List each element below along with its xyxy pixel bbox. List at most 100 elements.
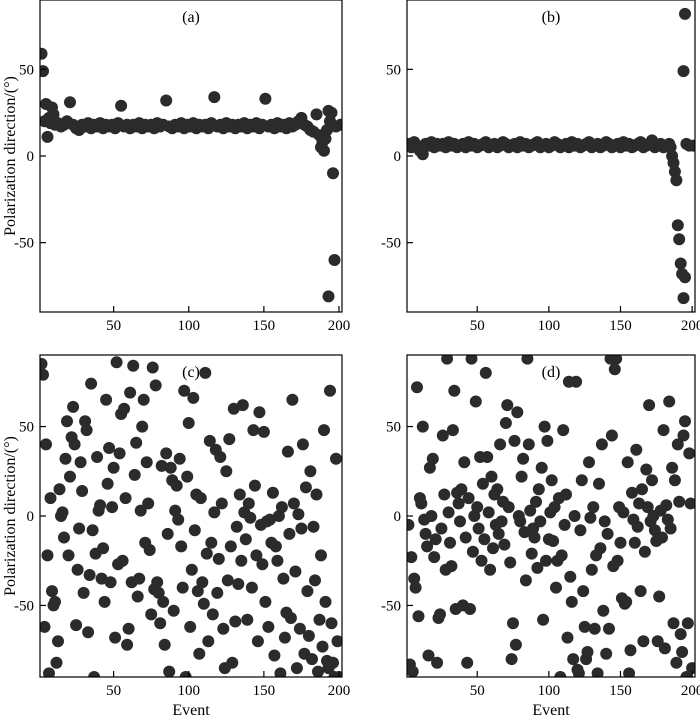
data-point-d-4 [408,572,421,585]
data-point-c-5 [43,667,55,677]
data-point-d-94 [537,613,550,626]
data-point-c-6 [44,492,57,505]
data-point-c-164 [281,445,294,458]
y-axis-label-a: Polarization direction/(°) [2,76,19,236]
data-point-d-5 [409,581,422,594]
data-point-d-63 [492,527,505,540]
panel-label-d: (d) [542,364,561,381]
data-point-c-2 [40,620,51,633]
data-point-c-183 [310,488,323,501]
data-point-c-102 [188,524,201,537]
data-point-c-121 [217,622,230,635]
data-point-d-27 [441,355,454,365]
data-point-d-84 [522,438,535,451]
data-point-d-160 [631,520,644,533]
data-point-c-194 [327,656,339,669]
data-point-b-102 [679,271,691,284]
data-point-d-198 [686,662,695,675]
data-point-d-32 [448,384,461,397]
data-point-d-180 [660,499,673,512]
data-point-d-49 [472,522,485,535]
data-point-c-64 [131,590,144,603]
data-point-c-101 [187,391,200,404]
data-point-d-44 [465,355,478,365]
data-point-a-108 [322,290,335,303]
data-point-c-47 [106,501,119,514]
data-point-c-169 [289,565,302,578]
data-point-a-106 [327,167,339,180]
data-point-d-28 [442,506,455,519]
data-point-d-177 [656,531,668,544]
data-point-c-92 [173,452,186,465]
data-point-c-113 [205,536,218,549]
data-point-c-79 [154,617,167,630]
data-point-c-9 [49,595,61,608]
data-point-c-168 [287,497,300,510]
data-point-b-98 [673,233,686,246]
data-point-c-32 [83,569,96,581]
data-point-d-80 [517,452,530,465]
data-point-d-155 [624,644,637,657]
data-point-c-74 [146,361,159,374]
data-point-d-25 [438,488,451,501]
data-point-c-88 [167,604,180,617]
data-point-d-86 [525,547,538,560]
data-point-c-125 [223,433,236,446]
data-point-c-127 [226,656,239,669]
data-point-c-48 [107,461,120,474]
data-point-d-67 [498,538,511,551]
data-point-c-44 [101,477,114,490]
x-tick-label-c-2: 150 [253,683,276,699]
data-point-d-148 [614,536,627,549]
data-point-d-70 [502,501,515,514]
data-point-c-26 [74,456,87,469]
data-point-d-111 [561,631,574,644]
y-tick-label-d-2: 50 [386,420,401,436]
data-point-c-54 [116,554,129,567]
data-point-a-96 [310,108,323,121]
data-point-d-91 [532,483,545,496]
data-point-c-30 [80,424,93,437]
data-point-d-146 [611,554,624,567]
data-point-d-88 [528,531,541,544]
data-point-d-62 [491,483,504,496]
data-point-c-91 [172,513,185,526]
data-point-c-56 [119,492,132,505]
data-point-d-45 [466,545,479,558]
data-point-c-52 [113,447,126,460]
data-point-c-68 [137,393,150,406]
data-point-d-3 [407,665,419,677]
data-point-d-89 [530,495,542,508]
data-point-d-64 [494,438,507,451]
data-point-c-151 [262,620,275,633]
data-point-d-164 [637,635,650,648]
data-point-c-58 [122,622,135,635]
data-point-c-137 [241,613,254,626]
data-point-d-197 [684,497,695,510]
data-point-d-78 [514,515,527,528]
markers-a [40,47,342,303]
data-point-a-62 [208,91,221,104]
data-point-c-152 [263,513,276,526]
data-point-d-51 [475,554,488,567]
data-point-d-134 [594,542,607,555]
data-point-d-109 [558,518,571,531]
panel-b: 50 100 150 200 -50 0 50 (b) [381,0,700,334]
data-point-a-31 [115,99,128,112]
data-point-c-115 [208,506,221,519]
panel-label-a: (a) [182,9,200,26]
data-point-c-12 [53,483,66,496]
data-point-c-136 [239,533,252,546]
data-point-c-7 [46,585,58,598]
data-point-d-183 [664,522,677,535]
data-point-d-165 [638,545,651,558]
data-point-d-153 [621,456,634,469]
data-point-d-106 [554,671,567,677]
data-point-c-161 [277,572,290,585]
data-point-c-126 [224,540,237,553]
data-point-d-193 [679,415,691,428]
data-point-d-113 [564,570,577,583]
data-point-d-150 [617,506,630,519]
data-point-d-42 [462,492,475,505]
data-point-c-81 [157,595,170,608]
